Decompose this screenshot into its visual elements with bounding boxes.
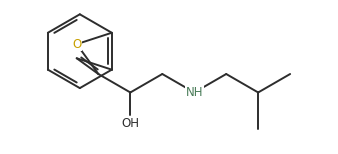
Text: OH: OH (121, 117, 139, 130)
Text: O: O (72, 38, 81, 51)
Text: NH: NH (186, 86, 203, 99)
